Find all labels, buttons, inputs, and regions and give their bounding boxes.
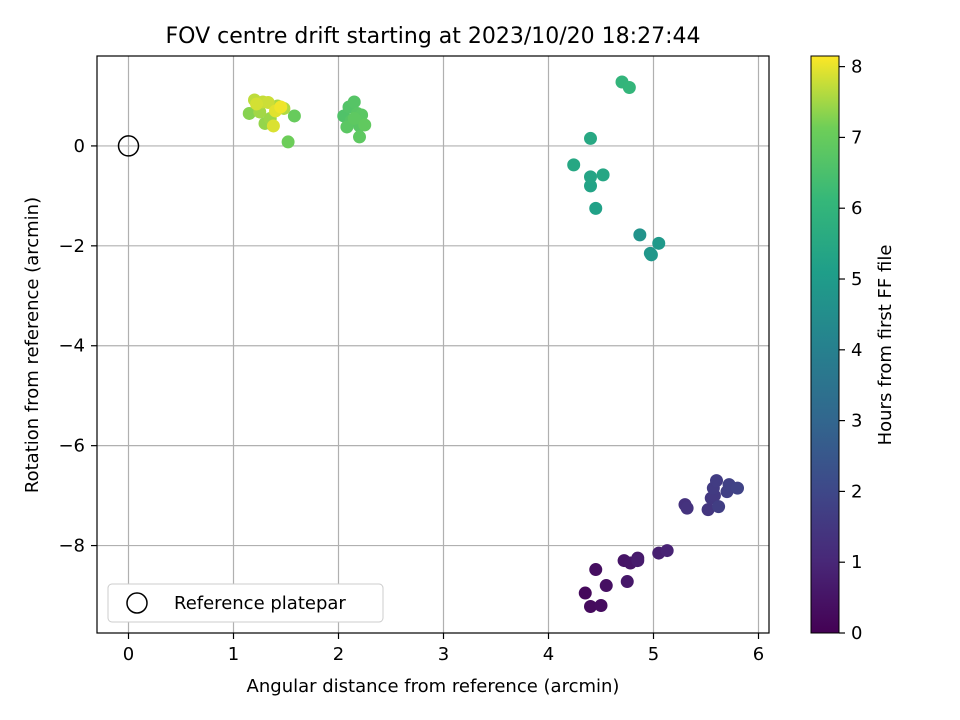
y-tick-label: −4 bbox=[58, 336, 85, 357]
data-point bbox=[250, 97, 264, 111]
y-tick-label: −2 bbox=[58, 236, 85, 257]
data-point bbox=[584, 600, 597, 614]
x-axis-label: Angular distance from reference (arcmin) bbox=[247, 676, 620, 697]
reference-platepar-marker bbox=[117, 135, 140, 157]
data-point bbox=[660, 544, 674, 558]
data-point bbox=[584, 170, 597, 184]
data-point bbox=[261, 95, 275, 109]
data-point bbox=[589, 563, 603, 577]
data-points bbox=[117, 75, 744, 614]
data-point bbox=[633, 228, 647, 242]
data-point bbox=[242, 106, 256, 120]
data-point bbox=[620, 575, 634, 589]
data-point bbox=[287, 109, 301, 123]
data-point bbox=[731, 481, 744, 495]
legend-box bbox=[107, 583, 384, 623]
legend: Reference platepar bbox=[107, 583, 384, 623]
x-tick-label: 1 bbox=[228, 644, 239, 665]
x-tick-label: 4 bbox=[543, 644, 554, 665]
plot-frame bbox=[96, 55, 770, 634]
data-point bbox=[594, 599, 608, 613]
colorbar-tick-label: 5 bbox=[851, 269, 862, 290]
data-point bbox=[274, 100, 288, 114]
colorbar-tick-label: 7 bbox=[851, 127, 862, 148]
data-point bbox=[578, 586, 592, 600]
data-point bbox=[652, 236, 666, 250]
data-point bbox=[584, 131, 597, 145]
y-tick-label: 0 bbox=[74, 136, 85, 157]
colorbar-tick-label: 0 bbox=[851, 623, 862, 644]
colorbar-tick-label: 6 bbox=[851, 198, 862, 219]
legend-marker bbox=[126, 592, 148, 614]
data-point bbox=[281, 135, 295, 149]
y-axis-label: Rotation from reference (arcmin) bbox=[22, 197, 43, 493]
colorbar-axis: 0 1 2 3 4 5 6 7 8 bbox=[839, 57, 862, 644]
y-tick-label: −8 bbox=[58, 536, 85, 557]
data-point bbox=[266, 119, 280, 133]
data-point bbox=[353, 130, 366, 144]
data-point bbox=[596, 168, 610, 182]
data-point bbox=[712, 500, 726, 514]
data-point bbox=[584, 179, 597, 193]
colorbar-label: Hours from first FF file bbox=[875, 245, 896, 446]
data-point bbox=[340, 120, 354, 134]
data-point bbox=[347, 95, 361, 109]
data-point bbox=[644, 248, 658, 262]
x-tick-label: 0 bbox=[123, 644, 134, 665]
colorbar-tick-label: 1 bbox=[851, 552, 862, 573]
data-point bbox=[701, 503, 715, 517]
colorbar bbox=[810, 55, 840, 634]
x-tick-label: 2 bbox=[333, 644, 344, 665]
data-point bbox=[599, 579, 613, 593]
x-axis: 0 1 2 3 4 5 6 bbox=[123, 633, 764, 665]
y-axis: 0 −2 −4 −6 −8 bbox=[58, 136, 97, 557]
legend-label: Reference platepar bbox=[174, 593, 346, 614]
data-point bbox=[567, 158, 581, 172]
x-tick-label: 3 bbox=[438, 644, 449, 665]
colorbar-tick-label: 2 bbox=[851, 481, 862, 502]
data-point bbox=[622, 80, 636, 94]
chart-title: FOV centre drift starting at 2023/10/20 … bbox=[166, 24, 701, 49]
y-tick-label: −6 bbox=[58, 436, 85, 457]
x-tick-label: 6 bbox=[753, 644, 764, 665]
colorbar-tick-label: 4 bbox=[851, 340, 862, 361]
grid-lines bbox=[97, 56, 769, 633]
data-point bbox=[710, 474, 723, 488]
data-point bbox=[358, 118, 372, 132]
data-point bbox=[631, 554, 645, 568]
colorbar-tick-label: 8 bbox=[851, 57, 862, 78]
colorbar-tick-label: 3 bbox=[851, 411, 862, 432]
x-tick-label: 5 bbox=[648, 644, 659, 665]
data-point bbox=[589, 201, 603, 215]
data-point bbox=[347, 111, 361, 125]
data-point bbox=[680, 501, 694, 515]
